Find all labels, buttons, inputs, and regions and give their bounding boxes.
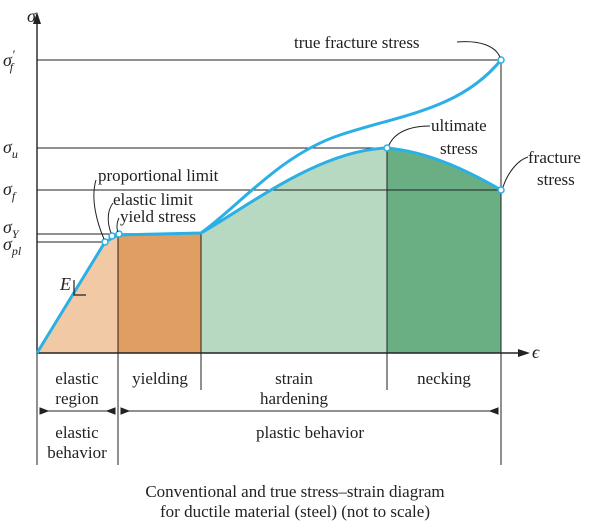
strain-hardening-label-line2: hardening	[260, 389, 328, 408]
ultimate-stress-label-line2: stress	[440, 139, 478, 158]
elastic-behavior-label-line2: behavior	[47, 443, 107, 462]
elastic-limit-label: elastic limit	[113, 190, 193, 209]
annotation-leaders	[93, 41, 529, 240]
true-stress-strain-curve	[200, 59, 503, 235]
axes	[33, 12, 530, 357]
proportional-limit-point	[101, 238, 109, 246]
ultimate-point	[383, 144, 391, 152]
necking-label: necking	[417, 369, 471, 388]
fracture-stress-label-line1: fracture	[528, 148, 581, 167]
yield-stress-symbol: σY	[3, 217, 20, 241]
curve-points	[101, 56, 505, 246]
strain-hardening-label-line1: strain	[275, 369, 313, 388]
proportional-limit-label: proportional limit	[98, 166, 219, 185]
true-fracture-stress-label: true fracture stress	[294, 33, 420, 52]
region-dividers	[117, 60, 502, 465]
y-axis-arrow	[33, 12, 41, 24]
ultimate-stress-label-line1: ultimate	[431, 116, 487, 135]
strain-hardening-region-fill	[201, 148, 387, 353]
yielding-region-fill	[118, 233, 201, 353]
yield-stress-label: yield stress	[120, 207, 196, 226]
ultimate-stress-symbol: σu	[3, 137, 18, 161]
elastic-limit-point	[108, 232, 116, 240]
x-axis-arrow	[518, 349, 530, 357]
elastic-region-fill	[37, 235, 118, 353]
fracture-stress-label-line2: stress	[537, 170, 575, 189]
plastic-behavior-label: plastic behavior	[256, 423, 364, 442]
elastic-region-label-line2: region	[55, 389, 99, 408]
modulus-symbol: E	[59, 274, 71, 294]
conventional-stress-strain-curve	[35, 146, 502, 354]
proportional-limit-symbol: σpl	[3, 234, 22, 258]
elastic-behavior-label-line1: elastic	[55, 423, 99, 442]
region-brackets	[36, 353, 499, 465]
fracture-point	[497, 186, 505, 194]
fracture-stress-symbol: σf	[3, 179, 17, 203]
slope-triangle	[73, 280, 86, 296]
x-axis-symbol: ϵ	[532, 342, 540, 362]
yield-point	[115, 230, 123, 238]
caption-line2: for ductile material (steel) (not to sca…	[160, 502, 430, 521]
caption-line1: Conventional and true stress–strain diag…	[145, 482, 444, 501]
y-axis-symbol: σ	[27, 6, 37, 26]
necking-region-fill	[387, 148, 501, 353]
elastic-region-label-line1: elastic	[55, 369, 99, 388]
true-fracture-point	[497, 56, 505, 64]
true-fracture-stress-symbol: σ′ f	[3, 47, 15, 74]
yielding-label: yielding	[132, 369, 188, 388]
